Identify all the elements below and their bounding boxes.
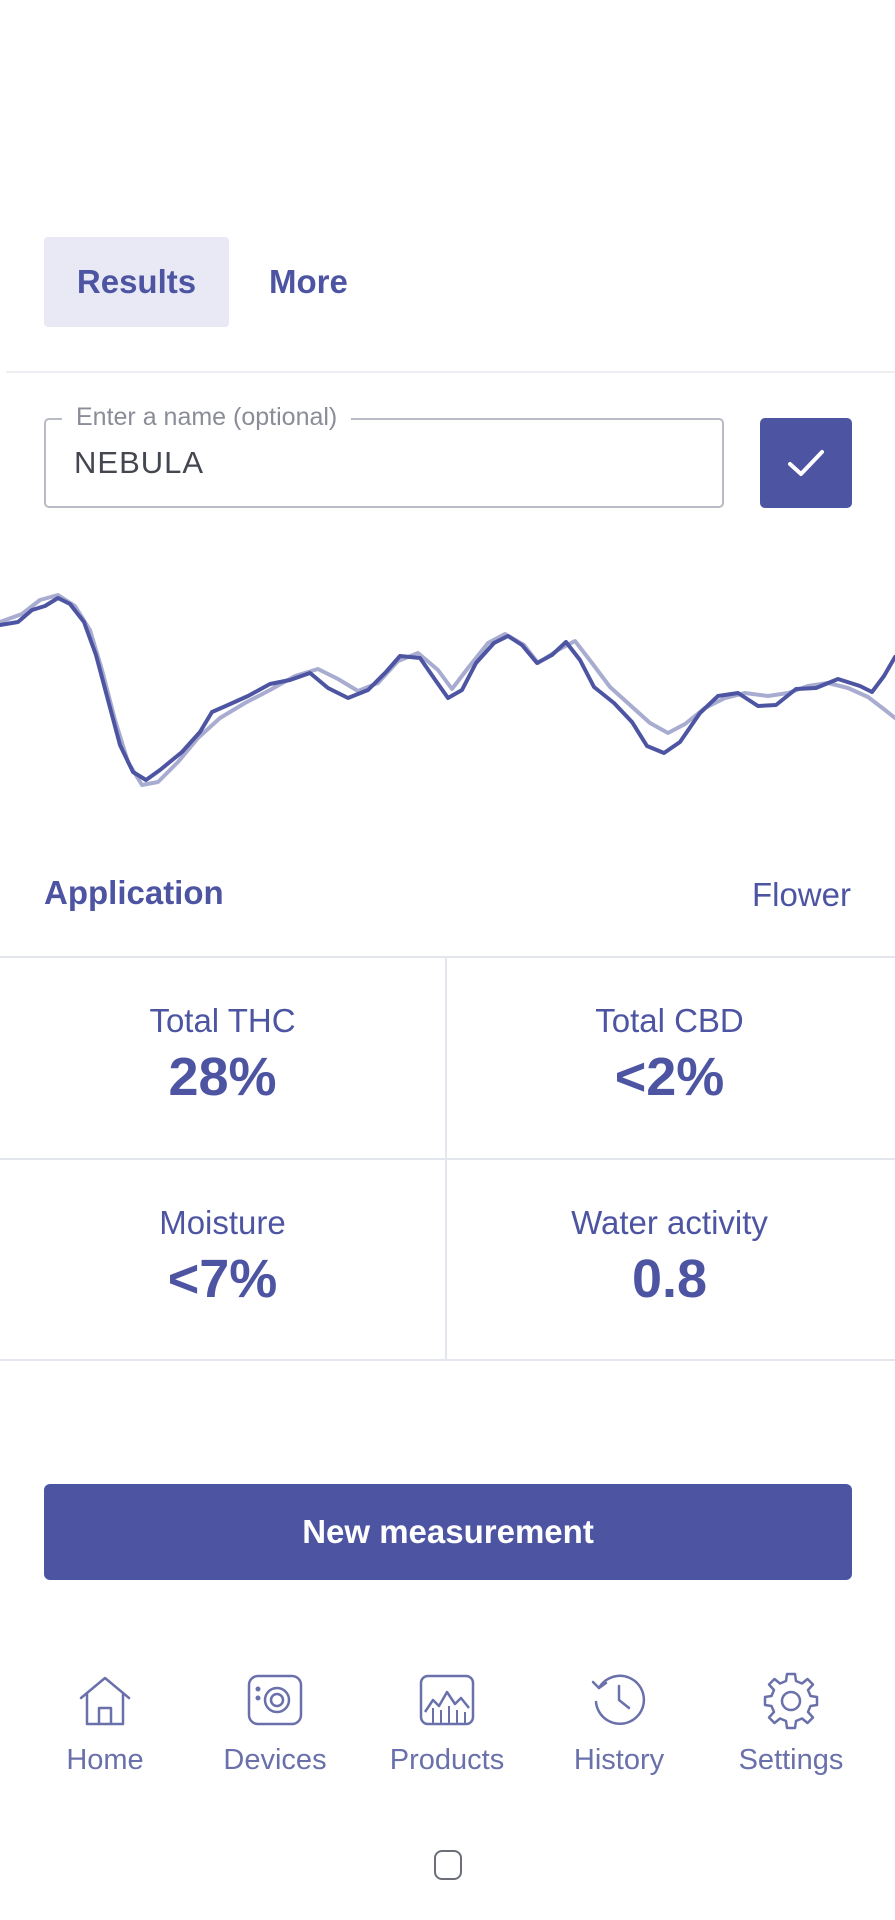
nav-item-products[interactable]: Products (362, 1670, 532, 1790)
home-icon (79, 1676, 131, 1726)
name-field-label: Enter a name (optional) (62, 403, 352, 432)
metric-total-thc: Total THC 28% (0, 958, 445, 1158)
metric-water-activity: Water activity 0.8 (447, 1160, 892, 1360)
results-grid: Total THC 28% Total CBD <2% Moisture <7%… (0, 956, 895, 1361)
metric-value: <7% (167, 1249, 278, 1309)
nav-label: History (573, 1744, 665, 1776)
spectrum-plot (0, 593, 895, 787)
metric-moisture: Moisture <7% (0, 1160, 445, 1360)
nav-item-devices[interactable]: Devices (190, 1670, 360, 1790)
grid-divider-horizontal (0, 1158, 895, 1160)
metric-value: 28% (168, 1047, 277, 1107)
nav-label: Products (389, 1744, 505, 1776)
system-home-button[interactable] (434, 1850, 462, 1880)
metric-value: 0.8 (631, 1249, 708, 1309)
application-label: Application (44, 874, 224, 911)
results-tabs: Results More (44, 237, 368, 327)
device-icon (247, 1674, 303, 1726)
metric-label: Total CBD (595, 1002, 744, 1039)
nav-item-history[interactable]: History (534, 1670, 704, 1790)
reference-spectrum-line (0, 593, 895, 787)
metric-label: Water activity (571, 1204, 768, 1241)
application-value: Flower (751, 876, 851, 913)
metric-total-cbd: Total CBD <2% (447, 958, 892, 1158)
nav-label: Home (66, 1744, 144, 1776)
metric-label: Moisture (159, 1204, 286, 1241)
nav-item-home[interactable]: Home (20, 1670, 190, 1790)
confirm-name-button[interactable] (760, 418, 852, 508)
bottom-nav: Home Devices Products History (0, 1670, 895, 1790)
new-measurement-button[interactable]: New measurement (44, 1484, 852, 1580)
tab-more[interactable]: More (269, 263, 348, 300)
name-input[interactable] (74, 438, 674, 488)
products-chart-icon (419, 1674, 475, 1726)
gear-icon (763, 1672, 819, 1730)
nav-label: Settings (738, 1744, 844, 1776)
nav-label: Devices (223, 1744, 327, 1776)
nav-item-settings[interactable]: Settings (706, 1670, 876, 1790)
tabs-divider (6, 371, 895, 373)
history-icon (591, 1674, 646, 1726)
grid-divider-vertical (445, 958, 447, 1359)
metric-value: <2% (614, 1047, 725, 1107)
tab-results[interactable]: Results (44, 237, 229, 327)
metric-label: Total THC (149, 1002, 296, 1039)
name-field: Enter a name (optional) (44, 403, 724, 508)
sample-spectrum-line (0, 596, 895, 782)
check-icon (788, 450, 824, 476)
